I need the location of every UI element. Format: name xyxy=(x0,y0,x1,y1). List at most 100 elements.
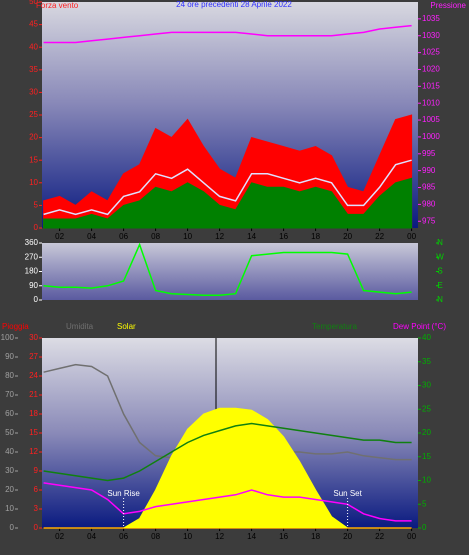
y3-tick-label: 25 xyxy=(422,404,431,413)
y3-tick-label: 15 xyxy=(422,452,431,461)
y-tick-label: 30 xyxy=(29,88,38,97)
x-tick-label: 04 xyxy=(87,532,96,541)
y2-tick-label: 990 xyxy=(422,166,436,175)
y-tick-label: 30 xyxy=(5,466,14,475)
y-tick-label: 0 xyxy=(10,523,15,532)
y2-tick-label: 30 xyxy=(29,333,38,342)
y2-axis-label: Pressione xyxy=(430,1,466,10)
plot-bg xyxy=(42,243,418,300)
y2-tick-label: 1010 xyxy=(422,98,440,107)
y-tick-label: 70 xyxy=(5,390,14,399)
y3-tick-label: 40 xyxy=(422,333,431,342)
series-line xyxy=(43,482,412,522)
annotation: Sun Set xyxy=(333,489,362,498)
y-tick-label: 270 xyxy=(25,252,39,261)
series-area xyxy=(43,177,413,229)
x-tick-label: 14 xyxy=(247,232,256,241)
chart-subtitle: 24 ore precedenti 28 Aprile 2022 xyxy=(176,0,292,9)
series-line xyxy=(43,159,412,216)
y-tick-label: 360 xyxy=(25,238,39,247)
legend-entry: Dew Point (°C) xyxy=(393,322,446,331)
x-tick-label: 20 xyxy=(343,232,352,241)
y2-tick-label: 1015 xyxy=(422,81,440,90)
y2-tick-label: 18 xyxy=(29,409,38,418)
y-tick-label: 0 xyxy=(34,295,39,304)
y2-tick-label: 1000 xyxy=(422,132,440,141)
y-tick-label: 80 xyxy=(5,371,14,380)
y-tick-label: 90 xyxy=(5,352,14,361)
y2-tick-label: 980 xyxy=(422,199,436,208)
x-tick-label: 18 xyxy=(311,232,320,241)
y-tick-label: 20 xyxy=(29,133,38,142)
x-tick-label: 08 xyxy=(151,232,160,241)
series-line xyxy=(43,422,412,482)
chart-title: Forza vento xyxy=(36,1,79,10)
y-tick-label: 20 xyxy=(5,485,14,494)
x-tick-label: 16 xyxy=(279,232,288,241)
x-tick-label: 10 xyxy=(183,232,192,241)
y-tick-label: 10 xyxy=(29,178,38,187)
y2-tick-label: 12 xyxy=(29,447,38,456)
y2-tick-label: 985 xyxy=(422,183,436,192)
x-tick-label: 14 xyxy=(247,532,256,541)
x-tick-label: 00 xyxy=(407,232,416,241)
x-tick-label: 10 xyxy=(183,532,192,541)
y2-tick-label: N xyxy=(437,295,443,304)
x-tick-label: 02 xyxy=(55,532,64,541)
y3-tick-label: 35 xyxy=(422,357,431,366)
y2-tick-label: 3 xyxy=(34,504,39,513)
y2-tick-label: 1005 xyxy=(422,115,440,124)
y-tick-label: 40 xyxy=(29,42,38,51)
x-tick-label: 22 xyxy=(375,532,384,541)
y-tick-label: 5 xyxy=(34,201,39,210)
x-tick-label: 22 xyxy=(375,232,384,241)
x-tick-label: 06 xyxy=(119,232,128,241)
y2-tick-label: 24 xyxy=(29,371,38,380)
y-tick-label: 90 xyxy=(29,281,38,290)
y-tick-label: 25 xyxy=(29,110,38,119)
y3-tick-label: 30 xyxy=(422,381,431,390)
y2-tick-label: 1035 xyxy=(422,14,440,23)
series-line xyxy=(43,24,412,44)
y-tick-label: 180 xyxy=(25,267,39,276)
legend-entry: Umidita xyxy=(66,322,94,331)
x-tick-label: 12 xyxy=(215,232,224,241)
legend-entry: Temperatura xyxy=(312,322,357,331)
series-line xyxy=(43,242,412,297)
x-tick-label: 00 xyxy=(407,532,416,541)
x-tick-label: 06 xyxy=(119,532,128,541)
x-tick-label: 16 xyxy=(279,532,288,541)
legend-entry: Pioggia xyxy=(2,322,29,331)
y2-tick-label: W xyxy=(436,252,444,261)
y2-tick-label: 1020 xyxy=(422,65,440,74)
y2-tick-label: 995 xyxy=(422,149,436,158)
y2-tick-label: 15 xyxy=(29,428,38,437)
x-tick-label: 12 xyxy=(215,532,224,541)
annotation: Sun Rise xyxy=(107,489,140,498)
x-tick-label: 02 xyxy=(55,232,64,241)
y2-tick-label: 975 xyxy=(422,216,436,225)
y2-tick-label: 6 xyxy=(34,485,39,494)
y-tick-label: 100 xyxy=(1,333,15,342)
y-tick-label: 10 xyxy=(5,504,14,513)
y-tick-label: 35 xyxy=(29,65,38,74)
y-tick-label: 60 xyxy=(5,409,14,418)
x-tick-label: 18 xyxy=(311,532,320,541)
y-tick-label: 50 xyxy=(5,428,14,437)
y-tick-label: 50 xyxy=(29,0,38,6)
y2-tick-label: 1025 xyxy=(422,48,440,57)
y2-tick-label: 27 xyxy=(29,352,38,361)
y2-tick-label: E xyxy=(437,281,442,290)
y2-tick-label: 21 xyxy=(29,390,38,399)
y-tick-label: 45 xyxy=(29,20,38,29)
x-tick-label: 20 xyxy=(343,532,352,541)
y2-tick-label: N xyxy=(437,238,443,247)
y2-tick-label: 1030 xyxy=(422,31,440,40)
y2-tick-label: 0 xyxy=(34,523,39,532)
x-tick-label: 04 xyxy=(87,232,96,241)
y3-tick-label: 5 xyxy=(422,499,427,508)
y2-tick-label: S xyxy=(437,267,442,276)
y3-tick-label: 10 xyxy=(422,476,431,485)
